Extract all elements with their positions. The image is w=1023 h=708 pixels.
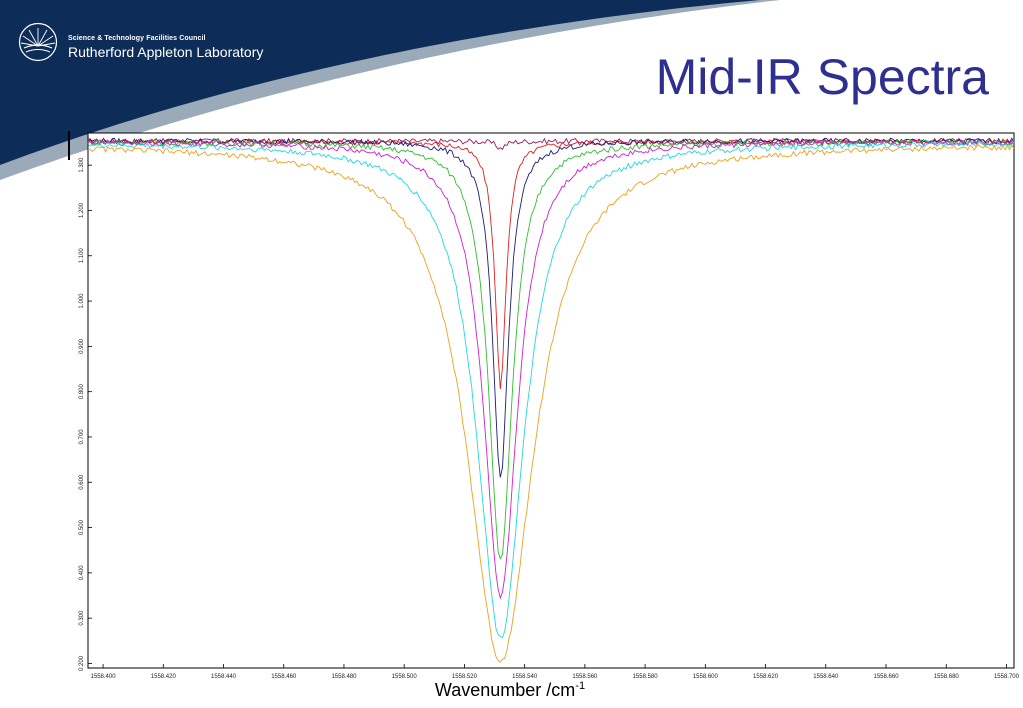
y-tick-label: 0.500 xyxy=(79,519,85,535)
spectrum-series-line xyxy=(87,139,1015,561)
x-tick-label: 1558.400 xyxy=(91,674,117,680)
spectrum-series-line xyxy=(87,139,1015,600)
slide-title: Mid-IR Spectra xyxy=(655,49,989,105)
y-tick-label: 1.000 xyxy=(79,293,85,309)
x-tick-label: 1558.460 xyxy=(271,674,297,680)
x-axis-label-unit-exponent: -1 xyxy=(575,681,586,692)
x-tick-label: 1558.660 xyxy=(874,674,900,680)
x-tick-label: 1558.440 xyxy=(211,674,237,680)
x-tick-label: 1558.540 xyxy=(512,674,538,680)
x-axis-label: Wavenumber /cm-1 xyxy=(435,681,585,700)
x-tick-label: 1558.640 xyxy=(813,674,839,680)
y-tick-label: 1.200 xyxy=(79,202,85,218)
spectrum-series-line xyxy=(87,137,1015,478)
x-tick-label: 1558.620 xyxy=(753,674,779,680)
y-tick-label: 0.900 xyxy=(79,338,85,354)
y-tick-label: 0.700 xyxy=(79,429,85,445)
y-tick-label: 0.200 xyxy=(79,655,85,671)
x-axis-label-box: Wavenumber /cm-1 xyxy=(360,681,660,701)
x-tick-label: 1558.480 xyxy=(331,674,357,680)
x-tick-label: 1558.420 xyxy=(151,674,177,680)
y-tick-label: 0.800 xyxy=(79,383,85,399)
y-tick-label: 1.300 xyxy=(79,157,85,173)
plot-area xyxy=(87,132,1015,669)
x-tick-label: 1558.700 xyxy=(994,674,1020,680)
y-tick-label: 1.100 xyxy=(79,248,85,264)
stfc-sunburst-icon xyxy=(18,22,58,62)
x-tick-label: 1558.500 xyxy=(392,674,418,680)
x-tick-label: 1558.560 xyxy=(572,674,598,680)
x-tick-label: 1558.680 xyxy=(934,674,960,680)
org-lab-name: Rutherford Appleton Laboratory xyxy=(68,44,264,60)
spectrum-series-line xyxy=(87,144,1015,663)
spectrum-series-line xyxy=(87,140,1015,639)
banner-wave-dark xyxy=(0,0,760,165)
x-tick-label: 1558.600 xyxy=(693,674,719,680)
y-tick-label: 0.600 xyxy=(79,474,85,490)
y-tick-label: 0.400 xyxy=(79,565,85,581)
x-tick-label: 1558.520 xyxy=(452,674,478,680)
x-axis-label-text: Wavenumber /cm xyxy=(434,681,576,700)
org-council-name: Science & Technology Facilities Council xyxy=(68,35,206,42)
y-tick-label: 0.300 xyxy=(79,610,85,626)
x-tick-label: 1558.580 xyxy=(633,674,659,680)
